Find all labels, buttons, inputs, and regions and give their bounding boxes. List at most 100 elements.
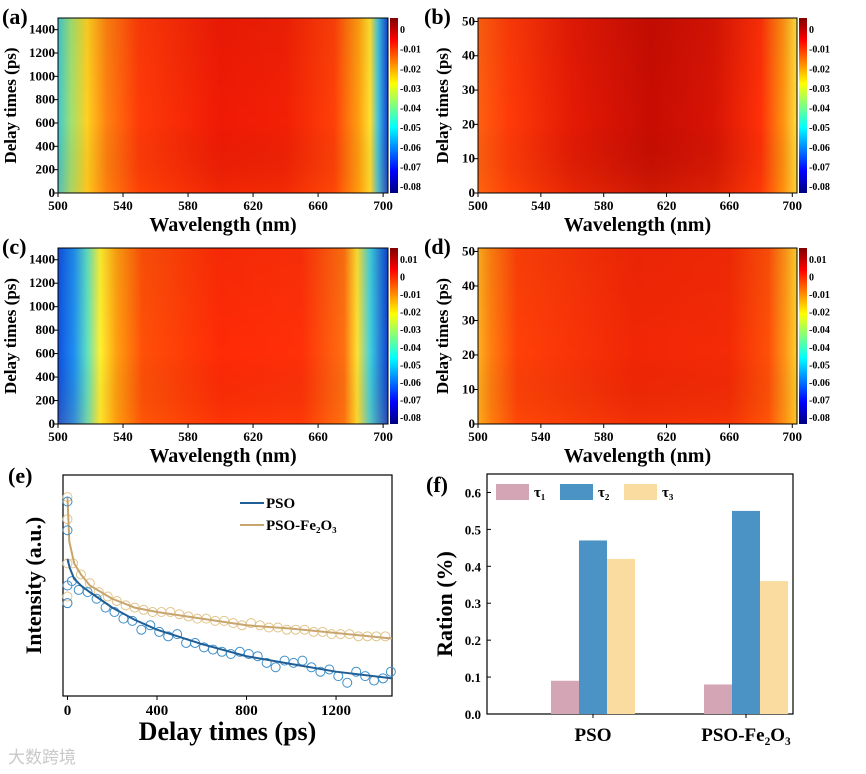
legend-label: PSO — [266, 496, 295, 512]
y-tick-label: 400 — [36, 369, 56, 384]
watermark: 大数跨境 — [8, 748, 76, 768]
x-tick-label: 620 — [243, 198, 263, 213]
y-tick-label: 1200 — [29, 45, 55, 60]
colorbar-tick-label: 0.01 — [809, 255, 827, 266]
x-tick-label: 580 — [594, 198, 614, 213]
y-tick-label: 20 — [462, 347, 475, 362]
colorbar-tick-label: -0.04 — [809, 104, 830, 115]
y-tick-label: 0 — [49, 185, 56, 200]
y-tick-label: 40 — [462, 278, 475, 293]
plot-frame — [477, 247, 798, 425]
colorbar-tick-label: -0.08 — [809, 182, 830, 193]
y-tick-label: 0.3 — [465, 596, 482, 611]
colorbar-tick-label: -0.02 — [400, 308, 421, 319]
x-axis-label: Wavelength (nm) — [149, 214, 296, 236]
y-tick-label: 0.1 — [465, 670, 481, 685]
y-tick-label: 30 — [462, 312, 475, 327]
x-tick-label: 540 — [531, 429, 551, 444]
panel-label: (e) — [8, 463, 32, 488]
data-point — [82, 587, 93, 598]
colorbar-tick-label: -0.05 — [400, 123, 421, 134]
y-axis-label: Delay times (ps) — [433, 47, 452, 163]
x-tick-label: 700 — [783, 198, 803, 213]
panel-label: (d) — [424, 234, 451, 259]
y-tick-label: 800 — [36, 92, 56, 107]
data-point — [252, 651, 263, 662]
x-tick-label: 660 — [308, 429, 328, 444]
colorbar-tick-label: 0 — [809, 25, 814, 36]
y-tick-label: 400 — [36, 138, 56, 153]
heatmap-shade — [58, 248, 388, 424]
colorbar-tick-label: -0.01 — [809, 290, 830, 301]
x-tick-label: 700 — [373, 429, 393, 444]
x-tick-label: 700 — [373, 198, 393, 213]
heatmap-shade — [58, 18, 388, 193]
panel-label: (a) — [2, 4, 28, 29]
y-axis-label: Delay times (ps) — [433, 278, 452, 394]
data-point — [62, 591, 73, 602]
legend: PSO PSO-Fe₂O₃ — [240, 496, 337, 534]
y-tick-label: 1200 — [29, 275, 55, 290]
colorbar: 0 -0.01 -0.02 -0.03 -0.04 -0.05 -0.06 -0.07 -0.0… — [390, 18, 421, 193]
y-tick-label: 0 — [469, 185, 476, 200]
data-point — [261, 657, 272, 668]
x-tick-label: 0 — [64, 703, 72, 719]
y-tick-label: 0 — [49, 416, 56, 431]
y-tick-label: 0.2 — [465, 633, 481, 648]
y-tick-label: 10 — [462, 151, 475, 166]
colorbar-tick-label: -0.07 — [400, 162, 421, 173]
heatmap-panel-c: 500 540 580 620 660 700 0 200 400 600 800 1000 1200 1… — [1, 234, 421, 467]
x-tick-label: 800 — [235, 703, 258, 719]
y-axis-label: Delay times (ps) — [1, 278, 20, 394]
legend-swatch — [624, 484, 657, 500]
y-tick-label: 1000 — [29, 68, 55, 83]
colorbar-tick-label: -0.07 — [809, 395, 830, 406]
y-axis-label: Ration (%) — [432, 551, 457, 657]
legend-label: τ₂ — [598, 485, 610, 501]
heatmap-shade — [478, 18, 797, 193]
colorbar-tick-label: 0 — [400, 273, 405, 284]
x-axis-label: Wavelength (nm) — [564, 445, 711, 467]
y-tick-label: 10 — [462, 381, 475, 396]
x-tick-label: 500 — [468, 198, 488, 213]
heatmap-panel-d: 500 540 580 620 660 700 0 10 20 30 40 50 Wavelength … — [424, 234, 830, 467]
colorbar-tick-label: -0.08 — [809, 413, 830, 424]
colorbar-tick-label: -0.07 — [400, 395, 421, 406]
x-tick-label: 660 — [308, 198, 328, 213]
x-tick-label: 620 — [657, 429, 677, 444]
colorbar-tick-label: -0.08 — [400, 182, 421, 193]
data-point — [136, 624, 147, 635]
colorbar-tick-label: -0.06 — [809, 378, 830, 389]
colorbar-tick-label: -0.08 — [400, 413, 421, 424]
x-axis-label: Delay times (ps) — [139, 717, 317, 746]
heatmap-panel-b: 500 540 580 620 660 700 0 10 20 30 40 50 Wavelength … — [424, 4, 830, 236]
colorbar-tick-label: -0.06 — [400, 378, 421, 389]
y-tick-label: 0.4 — [465, 559, 482, 574]
colorbar-tick-label: -0.03 — [400, 325, 421, 336]
panel-label: (b) — [424, 4, 451, 29]
x-tick-label: 580 — [594, 429, 614, 444]
x-tick-label: 540 — [531, 198, 551, 213]
colorbar: 0 -0.01 -0.02 -0.03 -0.04 -0.05 -0.06 -0.07 -0.0… — [799, 18, 830, 193]
y-tick-label: 50 — [462, 13, 475, 28]
y-tick-label: 600 — [36, 346, 56, 361]
x-axis-label: Wavelength (nm) — [149, 445, 296, 467]
plot-frame — [57, 17, 389, 194]
plot-frame — [477, 17, 798, 194]
colorbar-tick-label: -0.01 — [400, 290, 421, 301]
x-tick-label: PSO-Fe₂O₃ — [701, 725, 791, 746]
bar-panel-f: PSO PSO-Fe₂O₃ 0.0 0.1 0.2 0.3 0.4 0.5 0.6 Ration … — [426, 472, 794, 746]
colorbar-gradient — [799, 18, 807, 193]
x-tick-label: PSO — [575, 725, 612, 746]
colorbar-tick-label: -0.02 — [809, 308, 830, 319]
data-point — [351, 666, 362, 677]
colorbar-tick-label: -0.05 — [400, 360, 421, 371]
y-tick-label: 1400 — [29, 252, 55, 267]
x-tick-label: 580 — [178, 198, 198, 213]
x-tick-label: 700 — [783, 429, 803, 444]
x-tick-label: 500 — [468, 429, 488, 444]
fit-line — [66, 558, 393, 680]
colorbar-tick-label: -0.05 — [809, 360, 830, 371]
